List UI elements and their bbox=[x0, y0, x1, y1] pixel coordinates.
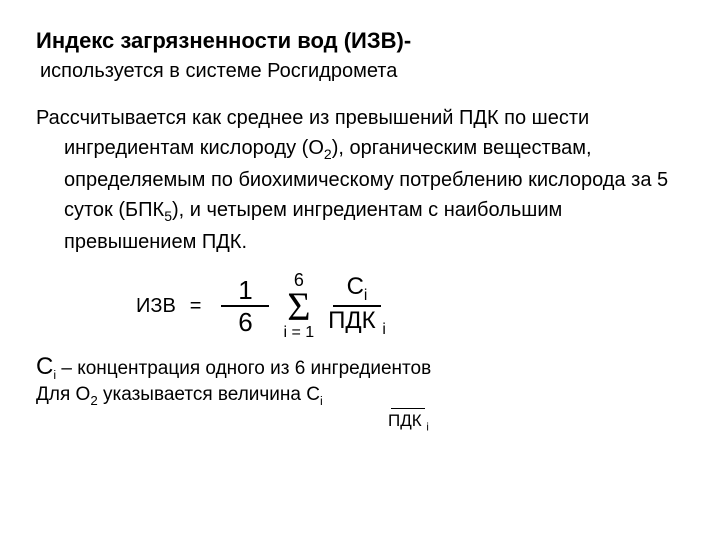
subscript: 2 bbox=[324, 146, 332, 162]
paragraph-line-5: превышением ПДК. bbox=[36, 229, 684, 255]
numerator: 1 bbox=[238, 277, 252, 305]
paragraph-line-3: определяемым по биохимическому потреблен… bbox=[36, 167, 684, 193]
sigma-symbol: Σ bbox=[287, 289, 310, 325]
numerator: Сi bbox=[347, 275, 368, 305]
subscript: i bbox=[364, 287, 367, 304]
formula-block: ИЗВ = 1 6 6 Σ i = 1 Сi ПДК i bbox=[36, 261, 684, 351]
text-fragment: указывается величина С bbox=[98, 384, 320, 405]
text-fragment: ), органическим веществам, bbox=[332, 137, 592, 159]
text-fragment: ПДК bbox=[328, 307, 375, 334]
mini-fraction: ПДК i bbox=[388, 408, 429, 434]
text-fragment: ), и четырем ингредиентам с наибольшим bbox=[172, 199, 562, 221]
text-fragment: ингредиентам кислороду (О bbox=[64, 137, 324, 159]
note-concentration: Сi – концентрация одного из 6 ингредиент… bbox=[36, 353, 684, 382]
text-fragment: – концентрация одного из 6 ингредиентов bbox=[56, 358, 431, 379]
text-fragment: ПДК bbox=[388, 411, 422, 430]
text-fragment: С bbox=[347, 273, 364, 300]
denominator: ПДК i bbox=[388, 411, 429, 433]
text-fragment: суток (БПК bbox=[64, 199, 164, 221]
sum-lower-limit: i = 1 bbox=[283, 325, 314, 341]
formula-label: ИЗВ bbox=[136, 295, 176, 318]
subscript: i bbox=[382, 321, 385, 338]
denominator: 6 bbox=[238, 307, 252, 335]
text-fragment: С bbox=[36, 353, 53, 380]
note-oxygen: Для О2 указывается величина Сi bbox=[36, 384, 684, 408]
page-title: Индекс загрязненности вод (ИЗВ)- bbox=[36, 28, 684, 54]
fraction-bar bbox=[391, 408, 425, 410]
mini-fraction-row: ПДК i bbox=[36, 408, 684, 434]
denominator: ПДК i bbox=[328, 307, 386, 337]
text-fragment: Для О bbox=[36, 384, 90, 405]
paragraph-line-1: Рассчитывается как среднее из превышений… bbox=[36, 105, 684, 131]
fraction-ci-pdk: Сi ПДК i bbox=[328, 275, 386, 338]
subscript: 5 bbox=[164, 208, 172, 224]
summation: 6 Σ i = 1 bbox=[283, 271, 314, 341]
equals-sign: = bbox=[190, 295, 202, 318]
subscript: 2 bbox=[90, 393, 97, 408]
page-subtitle: используется в системе Росгидромета bbox=[40, 60, 684, 83]
paragraph-line-4: суток (БПК5), и четырем ингредиентам с н… bbox=[36, 197, 684, 225]
subscript: i bbox=[320, 394, 323, 408]
subscript: i bbox=[426, 422, 428, 434]
paragraph-line-2: ингредиентам кислороду (О2), органически… bbox=[36, 135, 684, 163]
fraction-one-sixth: 1 6 bbox=[221, 277, 269, 335]
